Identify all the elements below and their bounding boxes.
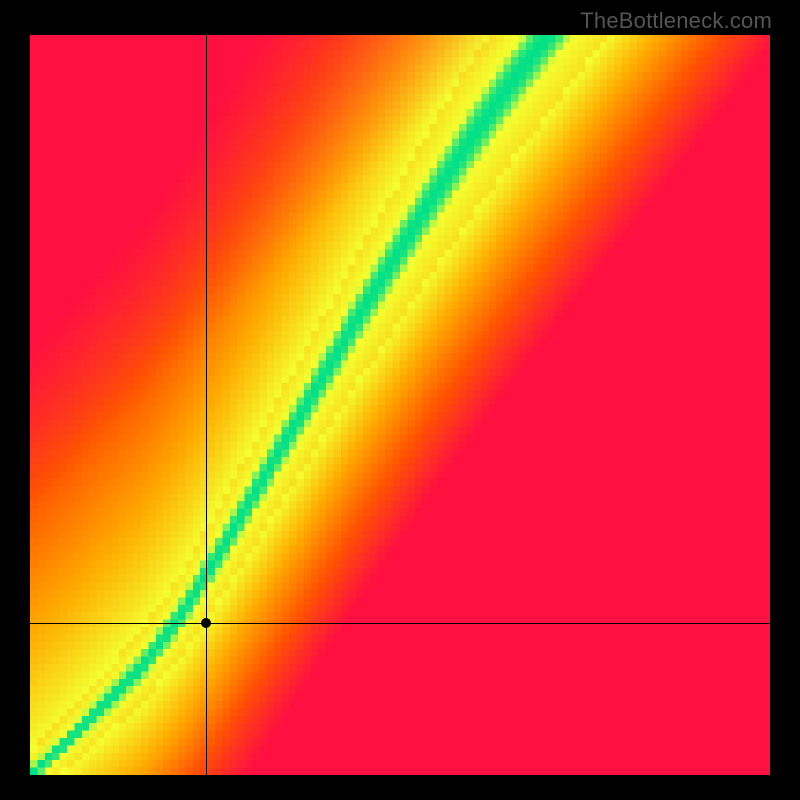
- crosshair-vertical: [206, 35, 207, 775]
- crosshair-horizontal: [30, 623, 770, 624]
- crosshair-marker: [201, 618, 211, 628]
- heatmap-plot: [30, 35, 770, 775]
- heatmap-canvas: [30, 35, 770, 775]
- watermark-text: TheBottleneck.com: [580, 8, 772, 34]
